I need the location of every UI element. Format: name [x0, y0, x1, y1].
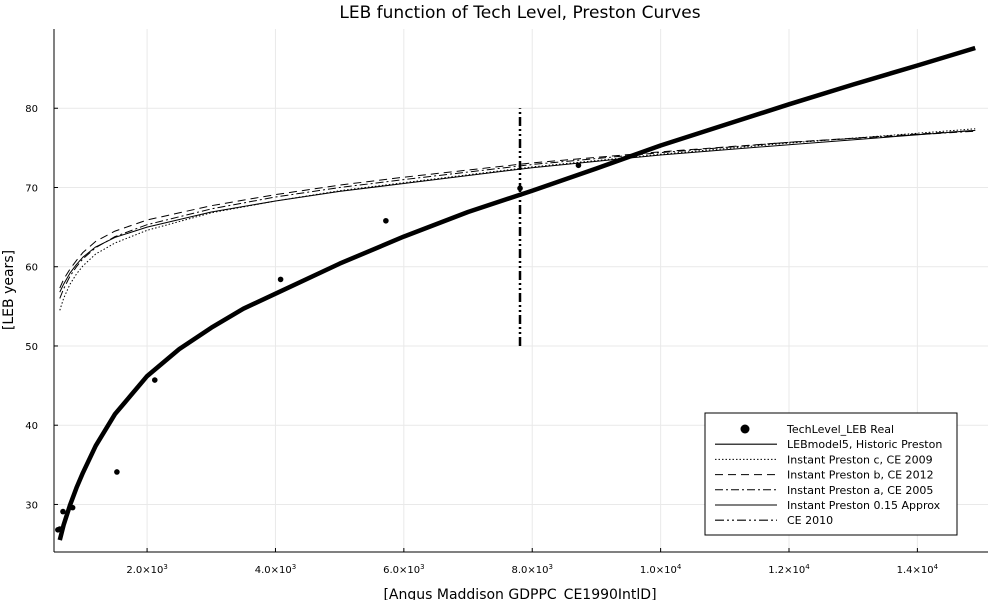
legend: TechLevel_LEB Real LEBmodel5, Historic Pr… — [704, 412, 958, 536]
x-tick-label: 1.2×104 — [768, 563, 810, 576]
y-tick-label: 50 — [25, 342, 38, 353]
legend-box — [704, 412, 958, 536]
legend-label: Instant Preston 0.15 Approx — [787, 499, 941, 512]
x-tick-label: 1.4×104 — [897, 563, 939, 576]
legend-label: Instant Preston a, CE 2005 — [787, 484, 933, 497]
axes: 2.0×103 4.0×103 6.0×103 8.0×103 1.0×104 1.2×1… — [25, 29, 988, 576]
x-tick-label: 2.0×103 — [126, 563, 167, 576]
data-point — [60, 508, 66, 515]
series-line-5 — [59, 130, 976, 299]
series-line-2 — [57, 45, 976, 541]
series-line-4 — [59, 129, 976, 289]
data-point — [575, 162, 582, 169]
legend-marker — [740, 424, 750, 434]
y-tick-label: 70 — [25, 183, 38, 194]
x-axis-label: [Angus Maddison GDPPC_CE1990IntlD] — [383, 587, 656, 600]
legend-label: LEBmodel5, Historic Preston — [787, 438, 942, 451]
data-point — [151, 377, 158, 383]
data-point — [383, 217, 389, 224]
y-axis-label: [LEB years] — [1, 250, 17, 330]
series-line-6 — [59, 129, 976, 293]
x-tick-label: 6.0×103 — [383, 563, 424, 576]
y-tick-label: 30 — [25, 500, 38, 511]
chart-title: LEB function of Tech Level, Preston Curv… — [339, 3, 700, 23]
y-tick-label: 60 — [25, 263, 38, 274]
data-point — [277, 276, 284, 283]
y-tick-label: 80 — [25, 104, 38, 115]
legend-label: TechLevel_LEB Real — [786, 423, 894, 436]
legend-label: Instant Preston c, CE 2009 — [787, 453, 933, 466]
x-tick-label: 1.0×104 — [640, 563, 682, 576]
data-point — [114, 469, 120, 475]
y-tick-label: 40 — [25, 421, 38, 432]
legend-label: Instant Preston b, CE 2012 — [787, 469, 934, 482]
x-tick-label: 8.0×103 — [511, 563, 552, 576]
plot-series — [55, 45, 976, 541]
legend-label: CE 2010 — [787, 514, 833, 527]
x-tick-label: 4.0×103 — [255, 563, 296, 576]
series-line-3 — [59, 128, 976, 311]
